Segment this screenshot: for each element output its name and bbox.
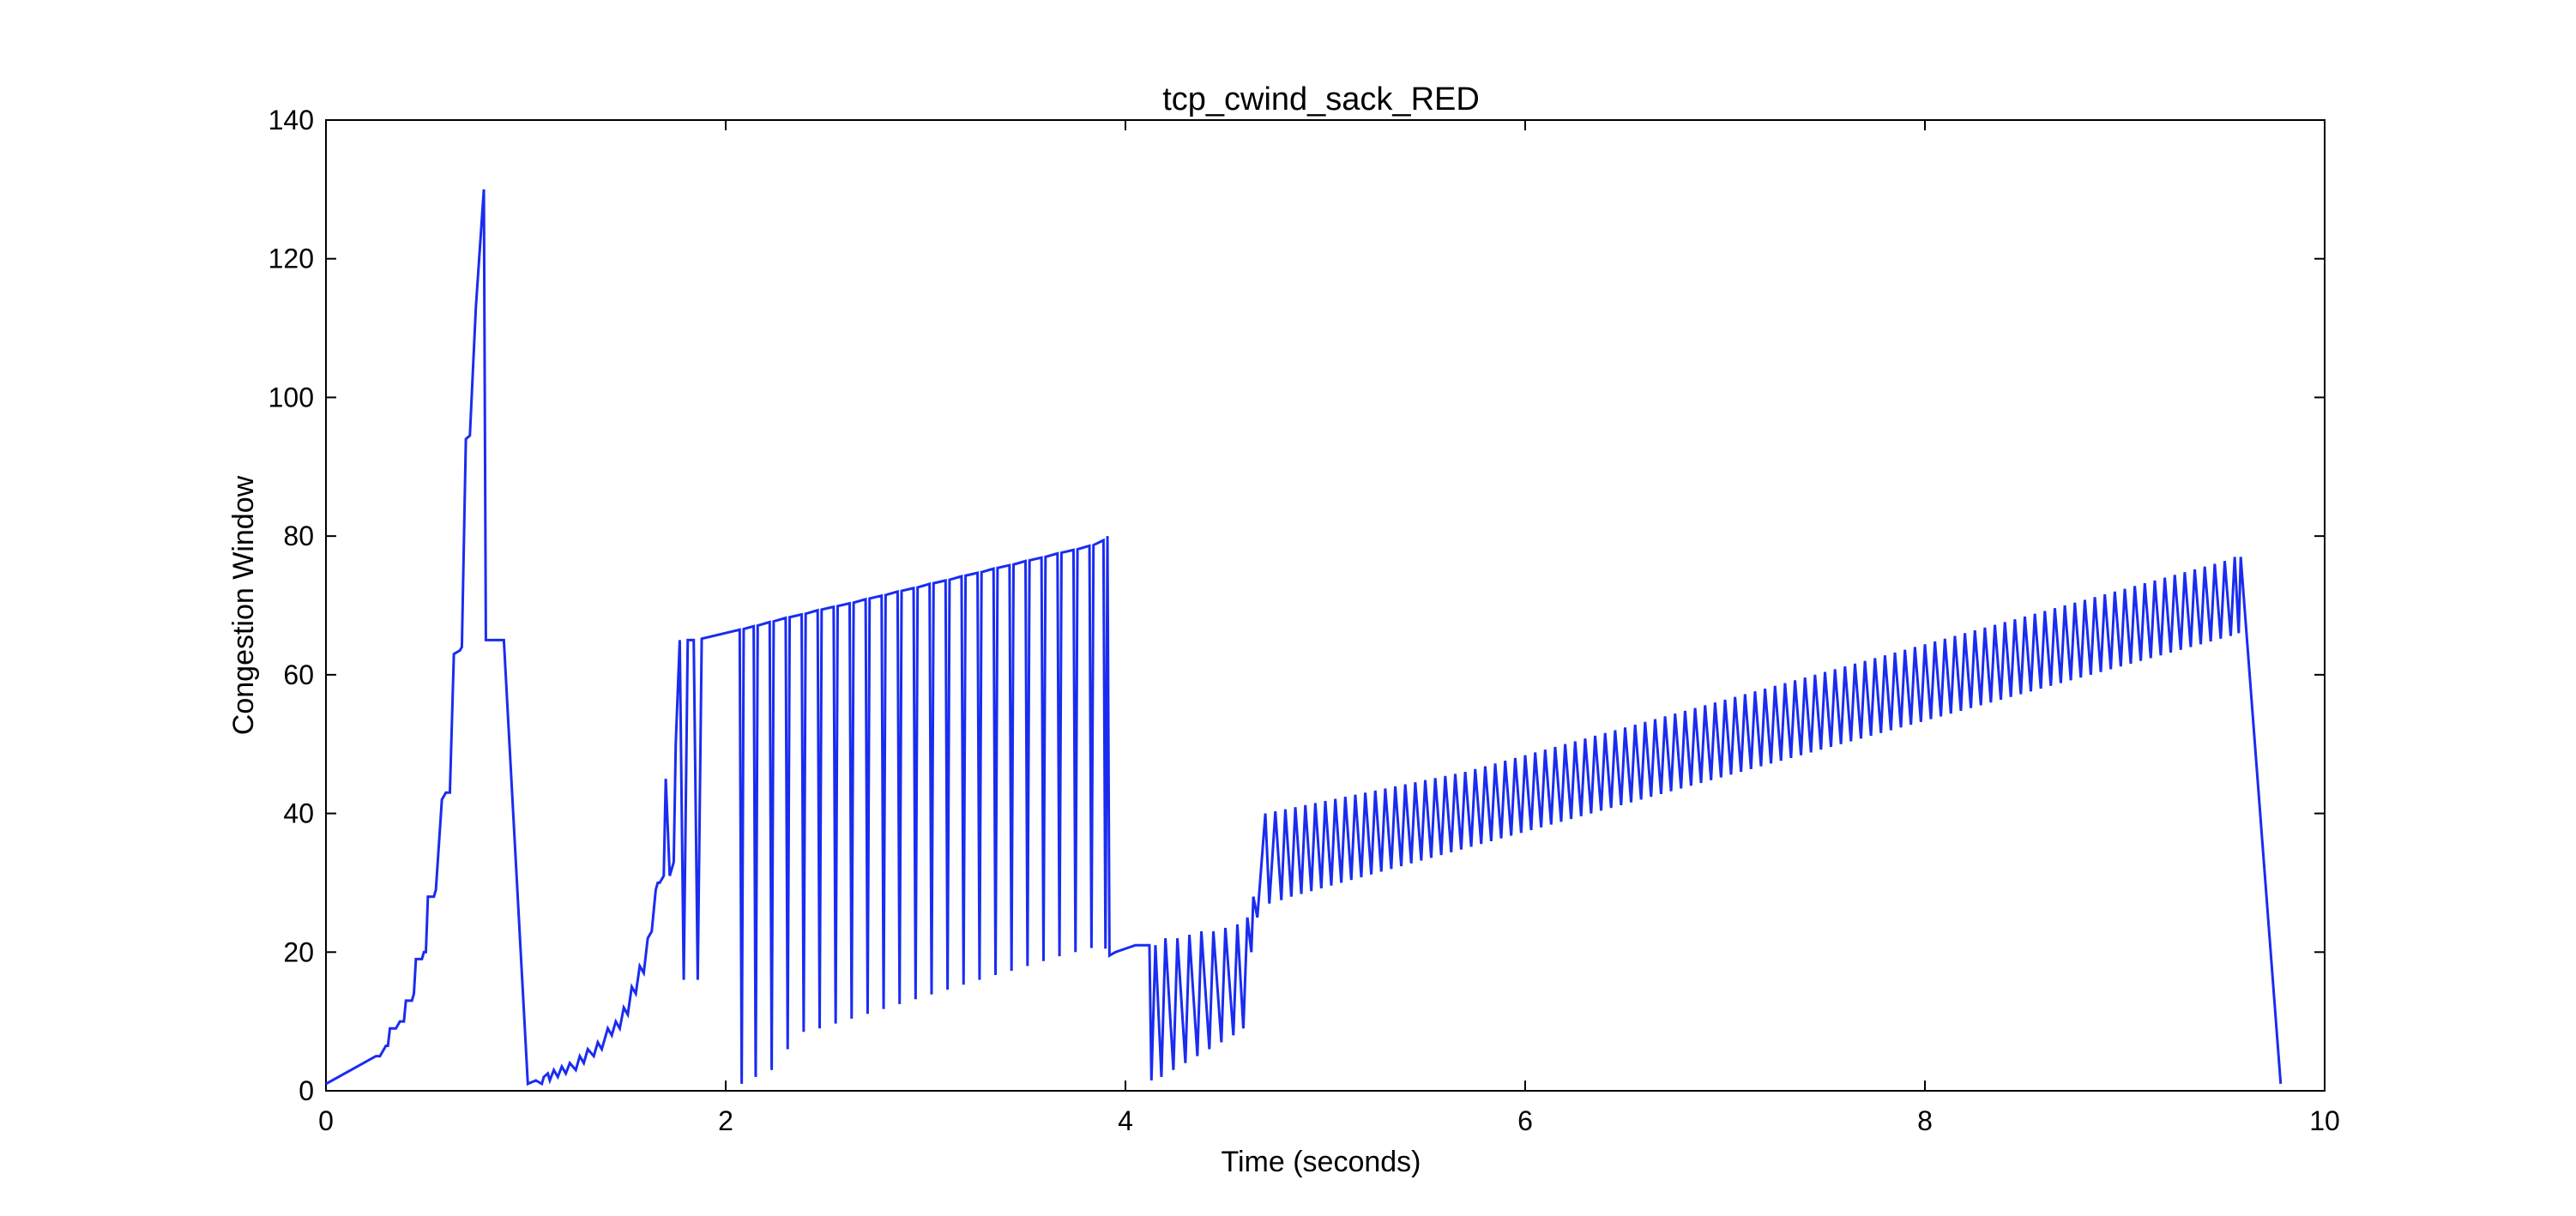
x-axis-title: Time (seconds): [1221, 1146, 1421, 1178]
y-tick-label: 60: [283, 659, 314, 690]
plot-frame: [325, 119, 2326, 1092]
y-tick-label: 120: [268, 244, 314, 274]
x-tick-label: 8: [1917, 1105, 1933, 1136]
y-axis-title: Congestion Window: [227, 475, 260, 735]
y-tick-label: 80: [283, 521, 314, 551]
chart-title: tcp_cwind_sack_RED: [1162, 81, 1480, 117]
x-tick-label: 4: [1118, 1105, 1133, 1136]
series-line-0: [325, 189, 2283, 1087]
x-axis-ticks: 0 2 4 6 8 10: [318, 120, 2340, 1136]
y-tick-label: 0: [299, 1075, 314, 1106]
y-tick-label: 20: [283, 936, 314, 967]
y-axis-ticks: 0 20 40 60 80 100 120 140: [268, 105, 2325, 1106]
x-tick-label: 6: [1517, 1105, 1533, 1136]
series-layer: [325, 189, 2283, 1087]
x-tick-label: 0: [318, 1105, 334, 1136]
x-tick-label: 10: [2309, 1105, 2340, 1136]
y-tick-label: 140: [268, 105, 314, 135]
y-tick-label: 40: [283, 798, 314, 829]
x-tick-label: 2: [718, 1105, 733, 1136]
y-tick-label: 100: [268, 382, 314, 412]
